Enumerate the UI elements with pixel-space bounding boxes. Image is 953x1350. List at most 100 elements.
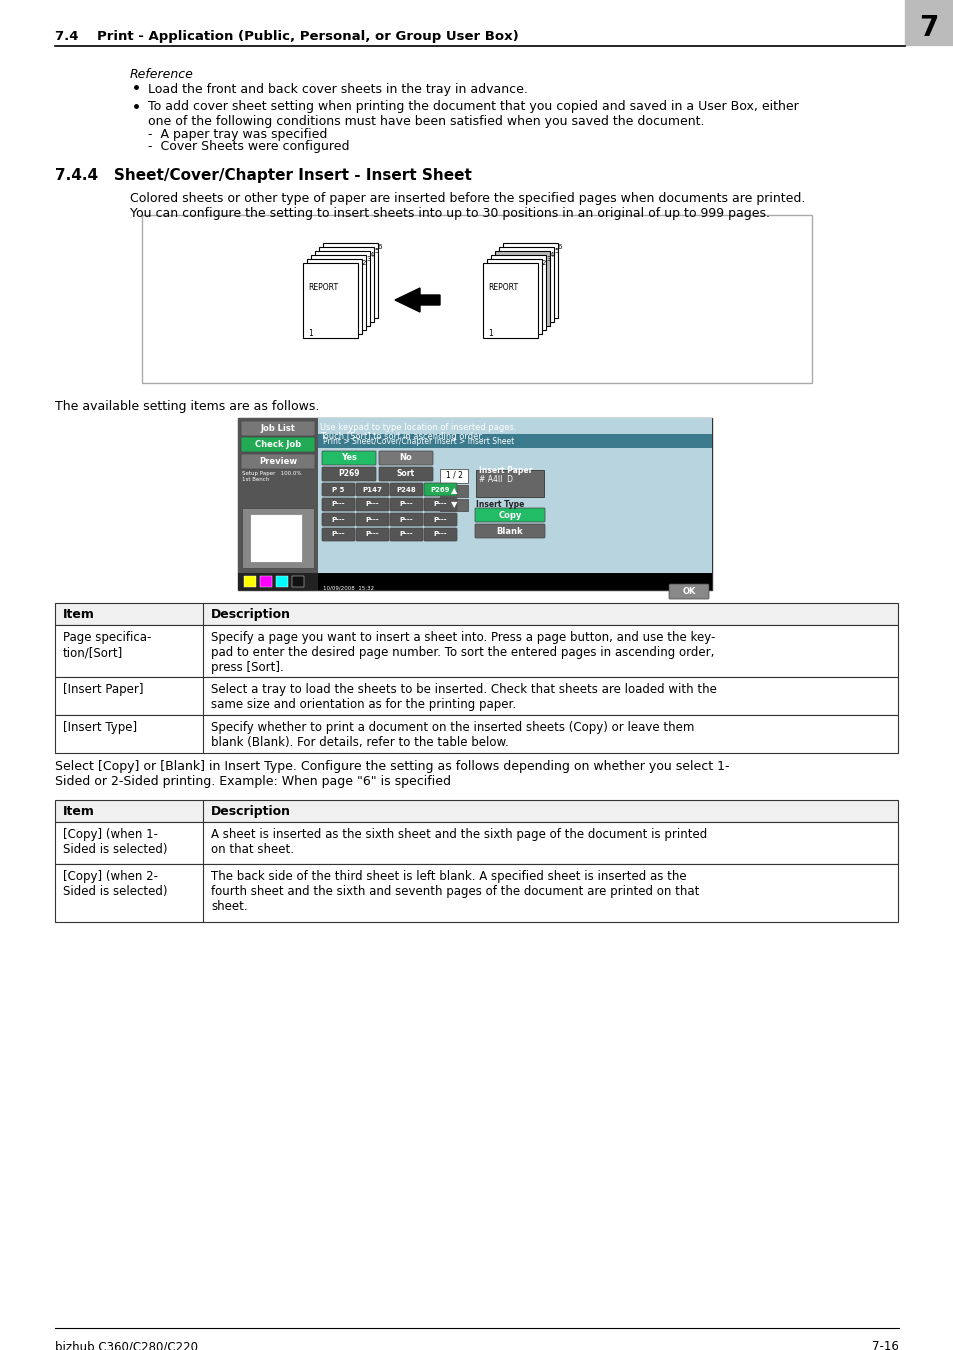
Text: 4: 4: [370, 252, 374, 258]
FancyBboxPatch shape: [322, 483, 355, 495]
Text: Reference: Reference: [130, 68, 193, 81]
Text: Memory    99%: Memory 99%: [323, 594, 364, 599]
Text: Select [Copy] or [Blank] in Insert Type. Configure the setting as follows depend: Select [Copy] or [Blank] in Insert Type.…: [55, 760, 729, 788]
Text: bizhub C360/C280/C220: bizhub C360/C280/C220: [55, 1341, 198, 1350]
Text: Print > Sheet/Cover/Chapter Insert > Insert Sheet: Print > Sheet/Cover/Chapter Insert > Ins…: [323, 437, 514, 446]
Bar: [242, 508, 314, 568]
FancyBboxPatch shape: [378, 451, 433, 464]
Text: ▲: ▲: [450, 486, 456, 495]
FancyBboxPatch shape: [241, 437, 314, 452]
FancyBboxPatch shape: [475, 508, 544, 522]
Text: 5: 5: [374, 248, 378, 254]
FancyBboxPatch shape: [322, 513, 355, 526]
Text: 1: 1: [488, 329, 493, 338]
Text: [Copy] (when 2-
Sided is selected): [Copy] (when 2- Sided is selected): [63, 869, 168, 898]
Text: REPORT: REPORT: [308, 284, 337, 292]
Text: Specify whether to print a document on the inserted sheets (Copy) or leave them
: Specify whether to print a document on t…: [211, 721, 694, 749]
FancyBboxPatch shape: [241, 454, 314, 468]
Text: P---: P---: [434, 517, 447, 522]
Bar: [314, 251, 370, 325]
Text: P248: P248: [396, 486, 416, 493]
Text: Check Job: Check Job: [254, 440, 301, 450]
Text: 1: 1: [308, 329, 313, 338]
FancyBboxPatch shape: [423, 513, 456, 526]
Text: P---: P---: [332, 517, 345, 522]
Bar: [502, 243, 558, 319]
Text: 7.4.4   Sheet/Cover/Chapter Insert - Insert Sheet: 7.4.4 Sheet/Cover/Chapter Insert - Inser…: [55, 167, 472, 184]
Text: A sheet is inserted as the sixth sheet and the sixth page of the document is pri: A sheet is inserted as the sixth sheet a…: [211, 828, 706, 856]
Text: OK: OK: [681, 587, 695, 595]
Bar: [491, 255, 545, 329]
FancyBboxPatch shape: [322, 467, 375, 481]
Bar: [486, 259, 541, 333]
Bar: [323, 243, 377, 319]
Text: P---: P---: [365, 501, 379, 508]
Text: Yes: Yes: [341, 454, 356, 463]
Bar: [55, 864, 897, 922]
Bar: [317, 418, 711, 590]
FancyBboxPatch shape: [355, 498, 389, 512]
Text: P---: P---: [332, 532, 345, 537]
Text: Select a tray to load the sheets to be inserted. Check that sheets are loaded wi: Select a tray to load the sheets to be i…: [211, 683, 716, 711]
Text: ▼: ▼: [450, 501, 456, 509]
Text: 3: 3: [366, 256, 370, 262]
Text: [Copy] (when 1-
Sided is selected): [Copy] (when 1- Sided is selected): [63, 828, 168, 856]
Bar: [0, 0, 953, 45]
Bar: [311, 255, 366, 329]
FancyBboxPatch shape: [390, 513, 422, 526]
Text: Copy: Copy: [497, 510, 521, 520]
FancyBboxPatch shape: [423, 498, 456, 512]
Bar: [439, 468, 468, 483]
Text: The back side of the third sheet is left blank. A specified sheet is inserted as: The back side of the third sheet is left…: [211, 869, 699, 913]
Bar: [482, 263, 537, 338]
Bar: [237, 572, 317, 590]
Text: 5: 5: [554, 248, 558, 254]
Bar: [303, 263, 357, 338]
Text: P269: P269: [338, 470, 359, 478]
FancyBboxPatch shape: [355, 483, 389, 495]
Bar: [317, 433, 711, 448]
FancyBboxPatch shape: [322, 528, 355, 541]
Text: [Insert Type]: [Insert Type]: [63, 721, 137, 734]
Text: Setup Paper   100.0%: Setup Paper 100.0%: [242, 471, 301, 477]
Bar: [244, 576, 255, 587]
FancyBboxPatch shape: [423, 528, 456, 541]
Bar: [237, 418, 317, 590]
FancyBboxPatch shape: [475, 524, 544, 539]
Text: Description: Description: [211, 805, 291, 818]
Text: 7.4    Print - Application (Public, Personal, or Group User Box): 7.4 Print - Application (Public, Persona…: [55, 30, 518, 43]
FancyBboxPatch shape: [355, 513, 389, 526]
Bar: [250, 514, 302, 562]
Bar: [55, 603, 897, 625]
Text: To add cover sheet setting when printing the document that you copied and saved : To add cover sheet setting when printing…: [148, 100, 798, 128]
Text: P---: P---: [365, 532, 379, 537]
Text: Item: Item: [63, 805, 94, 818]
Bar: [476, 470, 543, 497]
Text: -  Cover Sheets were configured: - Cover Sheets were configured: [148, 140, 349, 153]
Text: Blank: Blank: [497, 526, 523, 536]
FancyBboxPatch shape: [355, 528, 389, 541]
Text: P147: P147: [362, 486, 382, 493]
Text: Specify a page you want to insert a sheet into. Press a page button, and use the: Specify a page you want to insert a shee…: [211, 630, 715, 674]
Bar: [142, 215, 811, 383]
Bar: [439, 485, 468, 497]
Text: -  A paper tray was specified: - A paper tray was specified: [148, 128, 327, 140]
Text: P269: P269: [431, 486, 450, 493]
Text: Page specifica-
tion/[Sort]: Page specifica- tion/[Sort]: [63, 630, 152, 659]
Text: Sort: Sort: [396, 470, 415, 478]
Bar: [55, 801, 897, 822]
Bar: [318, 247, 374, 323]
Text: 7-16: 7-16: [871, 1341, 898, 1350]
Bar: [275, 576, 288, 587]
Text: Job List: Job List: [260, 424, 295, 433]
FancyBboxPatch shape: [423, 483, 456, 495]
Text: Description: Description: [211, 608, 291, 621]
Text: P---: P---: [365, 517, 379, 522]
Bar: [55, 676, 897, 716]
Text: [Insert Paper]: [Insert Paper]: [63, 683, 143, 697]
Polygon shape: [395, 288, 439, 312]
Bar: [292, 576, 304, 587]
Text: 4: 4: [550, 252, 554, 258]
Text: Item: Item: [63, 608, 94, 621]
Bar: [317, 572, 711, 590]
